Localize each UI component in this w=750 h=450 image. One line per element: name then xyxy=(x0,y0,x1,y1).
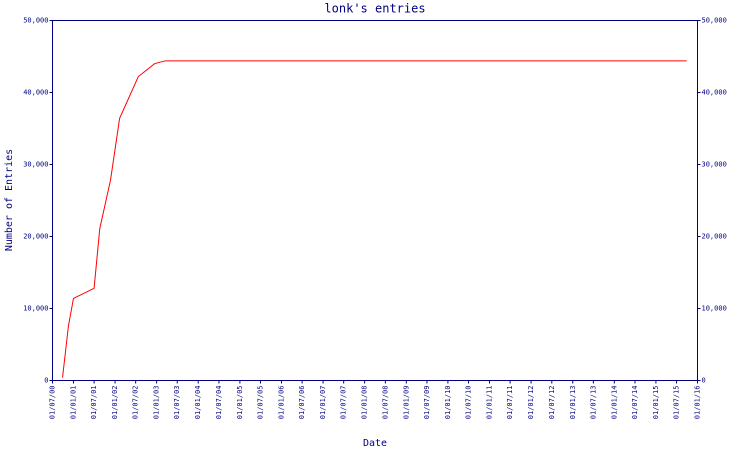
y2-tick-label: 50,000 xyxy=(702,17,727,25)
x-tick-label: 01/01/13 xyxy=(569,386,577,420)
x-tick-label: 01/07/14 xyxy=(631,386,639,420)
x-tick-label: 01/07/08 xyxy=(381,386,389,420)
x-tick-label: 01/07/09 xyxy=(423,386,431,420)
x-tick-label: 01/01/01 xyxy=(69,386,77,420)
x-tick-label: 01/07/13 xyxy=(589,386,597,420)
y-tick-label: 40,000 xyxy=(23,89,48,97)
y-tick-label: 50,000 xyxy=(23,17,48,25)
y-tick-label: 30,000 xyxy=(23,161,48,169)
x-tick-label: 01/01/09 xyxy=(402,386,410,420)
x-tick-label: 01/07/02 xyxy=(132,386,140,420)
chart-title: lonk's entries xyxy=(324,2,425,16)
x-tick-label: 01/07/10 xyxy=(465,386,473,420)
x-tick-label: 01/07/12 xyxy=(548,386,556,420)
x-tick-label: 01/07/01 xyxy=(90,386,98,420)
x-tick-label: 01/01/06 xyxy=(277,386,285,420)
x-tick-label: 01/01/05 xyxy=(236,386,244,420)
x-tick-label: 01/01/14 xyxy=(610,386,618,420)
data-line xyxy=(62,60,687,378)
x-tick-label: 01/01/11 xyxy=(485,386,493,420)
y2-tick-label: 0 xyxy=(702,377,706,385)
x-tick-label: 01/01/08 xyxy=(361,386,369,420)
x-axis-label: Date xyxy=(363,438,387,449)
y-axis-label: Number of Entries xyxy=(4,149,15,251)
x-tick-label: 01/07/00 xyxy=(49,386,57,420)
y-tick-label: 0 xyxy=(44,377,48,385)
x-tick-label: 01/01/03 xyxy=(153,386,161,420)
x-tick-label: 01/07/04 xyxy=(215,386,223,420)
y2-tick-label: 40,000 xyxy=(702,89,727,97)
x-tick-label: 01/07/15 xyxy=(673,386,681,420)
x-tick-label: 01/07/11 xyxy=(506,386,514,420)
x-tick-label: 01/07/05 xyxy=(257,386,265,420)
x-tick-label: 01/07/06 xyxy=(298,386,306,420)
x-tick-label: 01/01/16 xyxy=(694,386,702,420)
y2-tick-label: 20,000 xyxy=(702,233,727,241)
x-tick-label: 01/01/07 xyxy=(319,386,327,420)
x-tick-label: 01/01/10 xyxy=(444,386,452,420)
x-tick-label: 01/01/12 xyxy=(527,386,535,420)
y-tick-label: 20,000 xyxy=(23,233,48,241)
x-tick-label: 01/01/02 xyxy=(111,386,119,420)
x-tick-label: 01/01/15 xyxy=(652,386,660,420)
plot-frame xyxy=(52,20,698,381)
y-tick-label: 10,000 xyxy=(23,305,48,313)
y2-tick-label: 10,000 xyxy=(702,305,727,313)
y2-tick-label: 30,000 xyxy=(702,161,727,169)
x-tick-label: 01/01/04 xyxy=(194,386,202,420)
x-tick-label: 01/07/07 xyxy=(340,386,348,420)
x-tick-label: 01/07/03 xyxy=(173,386,181,420)
